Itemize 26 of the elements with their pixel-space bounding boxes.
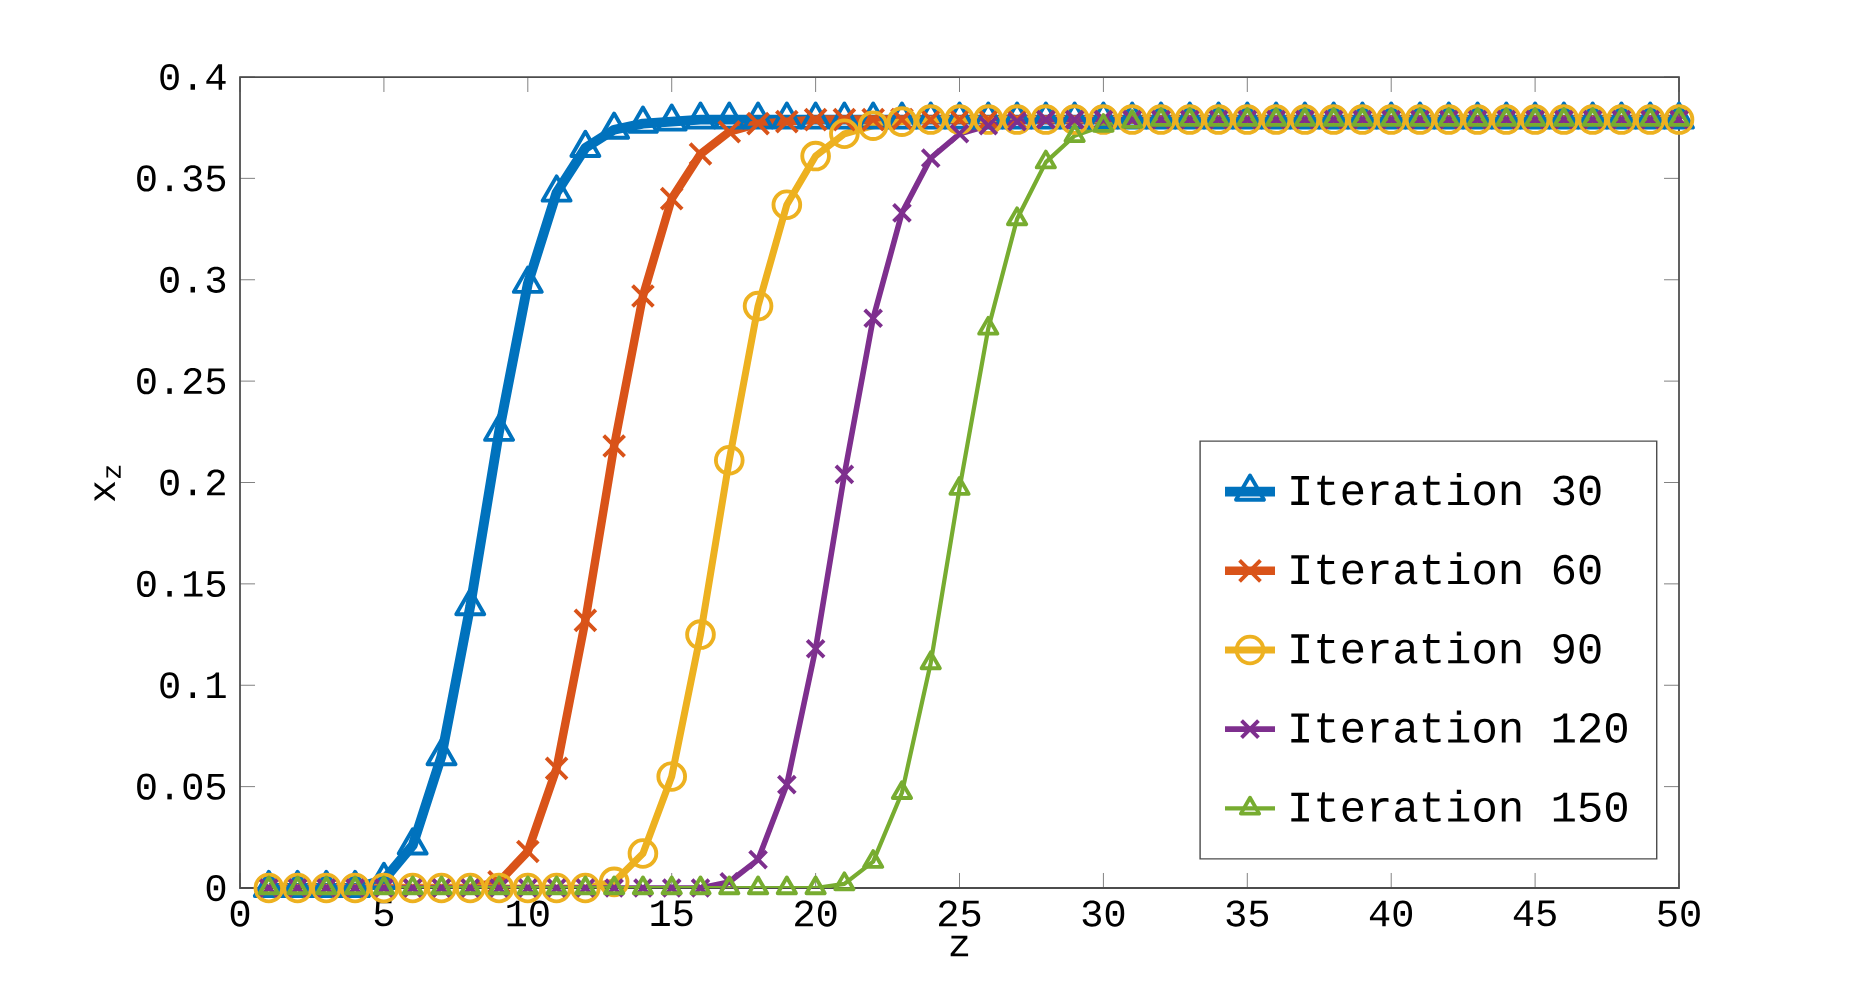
x-tick-label: 25 [939,900,981,927]
x-tick-label: 15 [651,900,693,927]
legend-label: Iteration 30 [1291,473,1601,506]
x-tick-label: 20 [795,900,837,927]
y-tick-label: 0.25 [137,368,226,395]
y-tick-label: 0.2 [160,469,225,496]
x-tick-label: 35 [1226,900,1269,927]
x-tick-label: 40 [1369,900,1413,927]
x-tick-label: 45 [1513,900,1556,927]
y-tick-label: 0.4 [160,63,226,91]
y-tick-label: 0 [206,874,226,902]
x-tick-label: 0 [230,900,250,927]
y-tick-label: 0.35 [137,165,226,192]
x-tick-label: 30 [1082,900,1125,927]
y-tick-label: 0.3 [160,266,226,293]
legend-label: Iteration 90 [1291,631,1601,664]
y-tick-label: 0.1 [160,672,226,699]
y-tick-label: 0.15 [137,570,226,597]
x-axis-title: z [950,935,969,957]
y-tick-label: 0.05 [137,773,226,800]
x-tick-label: 10 [507,900,549,927]
legend-label: Iteration 120 [1291,710,1627,743]
legend-label: Iteration 60 [1291,552,1601,585]
x-tick-label: 50 [1658,900,1700,927]
legend-label: Iteration 150 [1291,789,1627,823]
y-axis-title: x$_{z}$ [94,465,121,502]
